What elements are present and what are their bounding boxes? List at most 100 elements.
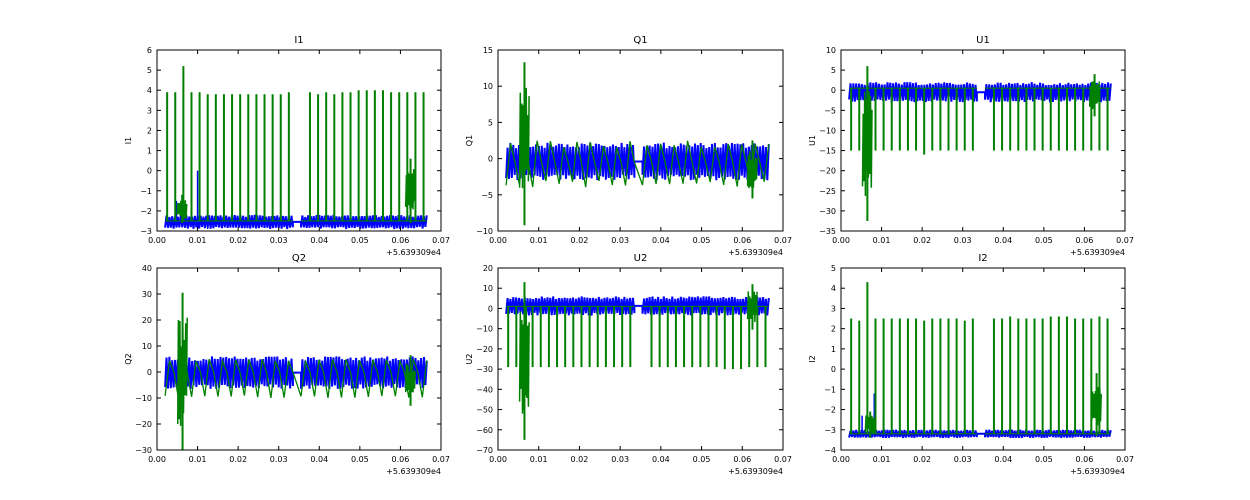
y-tick-label: 10: [483, 82, 493, 91]
subplot-title: I1: [294, 35, 303, 46]
y-tick-label: −1: [824, 385, 836, 394]
x-tick-label: 0.01: [189, 236, 207, 245]
x-tick-label: 0.06: [1076, 455, 1094, 464]
subplot-title: Q2: [292, 253, 306, 264]
x-offset-label: +5.639309e4: [728, 248, 783, 257]
x-tick-label: 0.04: [652, 236, 670, 245]
y-axis-label: Q2: [124, 353, 133, 364]
y-axis-label: Q1: [465, 135, 474, 146]
y-axis-label: I1: [124, 137, 133, 144]
y-tick-label: 5: [488, 118, 493, 127]
plot-area: [505, 62, 770, 226]
plot-area: [164, 66, 428, 230]
x-tick-label: 0.00: [148, 236, 166, 245]
plot-area: [848, 282, 1112, 439]
subplot-i2: 0.00 0.01 0.02 0.03 0.04 0.05 0.06 0.07 −4 −3 −2 −1…: [808, 253, 1134, 476]
axes-frame: [840, 49, 1126, 232]
y-tick-label: 2: [831, 325, 836, 334]
y-tick-label: 10: [483, 284, 493, 293]
y-tick-label: 4: [147, 86, 152, 95]
x-tick-label: 0.06: [392, 455, 410, 464]
plot-area: [848, 66, 1112, 221]
series-blue-band: [164, 214, 428, 230]
axes-frame: [156, 49, 442, 232]
x-tick-label: 0.07: [432, 236, 450, 245]
y-tick-label: 0: [147, 167, 152, 176]
y-tick-label: 0: [488, 155, 493, 164]
x-tick-label: 0.01: [873, 236, 891, 245]
y-tick-label: 0: [831, 86, 836, 95]
y-tick-label: −10: [476, 325, 493, 334]
x-tick-label: 0.07: [1116, 455, 1134, 464]
x-tick-label: 0.05: [351, 455, 369, 464]
x-tick-label: 0.03: [954, 236, 972, 245]
y-tick-label: 1: [147, 147, 152, 156]
axes-frame: [497, 49, 784, 232]
x-tick-label: 0.05: [693, 455, 711, 464]
y-axis-label: U1: [808, 135, 817, 146]
x-tick-label: 0.01: [530, 236, 548, 245]
x-tick-label: 0.02: [913, 455, 931, 464]
x-tick-label: 0.02: [571, 455, 589, 464]
subplot-q1: 0.00 0.01 0.02 0.03 0.04 0.05 0.06 0.07 −10 −5 0 5 1…: [465, 35, 792, 257]
y-tick-label: 20: [483, 264, 493, 273]
x-tick-label: 0.02: [229, 455, 247, 464]
y-tick-label: −30: [476, 365, 493, 374]
y-tick-label: −10: [476, 227, 493, 236]
y-tick-label: 0: [831, 365, 836, 374]
series-blue-band: [848, 82, 1112, 103]
x-offset-label: +5.639309e4: [386, 248, 441, 257]
y-tick-label: −60: [476, 426, 493, 435]
subplot-title: Q1: [633, 35, 647, 46]
y-tick-label: 30: [142, 290, 152, 299]
y-tick-label: −5: [824, 106, 836, 115]
axes-frame: [840, 267, 1126, 451]
y-tick-label: 10: [826, 46, 836, 55]
x-offset-label: +5.639309e4: [386, 467, 441, 476]
y-tick-label: −70: [476, 446, 493, 455]
x-tick-label: 0.03: [270, 455, 288, 464]
series-green-trace: [164, 358, 428, 399]
x-tick-label: 0.03: [611, 236, 629, 245]
plot-area: [164, 292, 428, 450]
x-tick-label: 0.00: [489, 236, 507, 245]
x-tick-label: 0.04: [310, 236, 328, 245]
x-tick-label: 0.06: [392, 236, 410, 245]
y-tick-label: −35: [819, 227, 836, 236]
x-tick-label: 0.07: [432, 455, 450, 464]
subplot-q2: 0.00 0.01 0.02 0.03 0.04 0.05 0.06 0.07 −30 −20 −1…: [124, 253, 450, 476]
y-axis-label: U2: [465, 354, 474, 365]
x-tick-label: 0.00: [148, 455, 166, 464]
x-tick-label: 0.04: [310, 455, 328, 464]
x-tick-label: 0.04: [652, 455, 670, 464]
x-tick-label: 0.01: [189, 455, 207, 464]
x-tick-label: 0.06: [1076, 236, 1094, 245]
y-tick-label: 1: [831, 345, 836, 354]
x-tick-label: 0.05: [351, 236, 369, 245]
y-tick-label: 6: [147, 46, 152, 55]
y-tick-label: −4: [824, 446, 836, 455]
y-tick-label: −1: [140, 187, 152, 196]
y-tick-label: 3: [831, 304, 836, 313]
y-tick-label: 15: [483, 46, 493, 55]
y-tick-label: −2: [140, 207, 152, 216]
x-offset-label: +5.639309e4: [1070, 467, 1125, 476]
y-tick-label: 40: [142, 264, 152, 273]
x-tick-label: 0.02: [913, 236, 931, 245]
y-tick-label: −40: [476, 385, 493, 394]
x-tick-label: 0.03: [611, 455, 629, 464]
y-tick-label: −10: [819, 126, 836, 135]
y-tick-label: −3: [824, 426, 836, 435]
x-tick-label: 0.01: [873, 455, 891, 464]
x-tick-label: 0.05: [1035, 236, 1053, 245]
subplot-title: U1: [976, 35, 990, 46]
x-offset-label: +5.639309e4: [728, 467, 783, 476]
y-tick-label: −20: [819, 167, 836, 176]
y-tick-label: 5: [147, 66, 152, 75]
y-tick-label: −30: [135, 446, 152, 455]
y-tick-label: −30: [819, 207, 836, 216]
y-tick-label: −20: [476, 345, 493, 354]
y-tick-label: 0: [147, 368, 152, 377]
x-tick-label: 0.02: [571, 236, 589, 245]
